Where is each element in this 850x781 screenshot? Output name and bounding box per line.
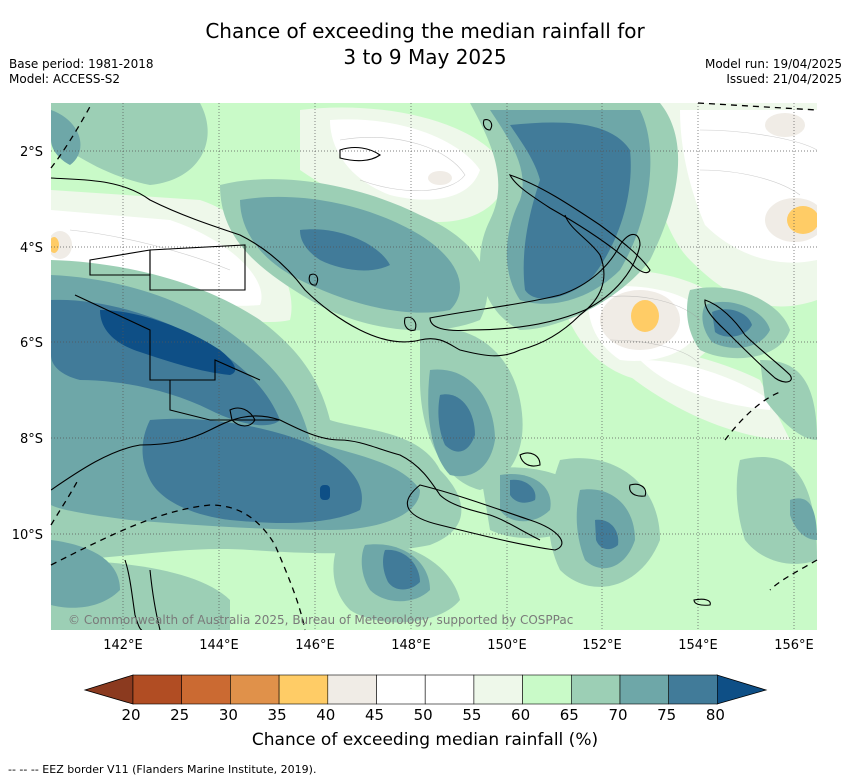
colorbar-segment — [473, 674, 523, 705]
lon-label: 144°E — [199, 638, 239, 653]
colorbar-tick-label: 45 — [365, 706, 384, 724]
lon-label: 150°E — [487, 638, 527, 653]
colorbar-under-arrow — [83, 674, 134, 705]
colorbar-segment — [522, 674, 572, 705]
colorbar-tick-label: 70 — [608, 706, 627, 724]
colorbar-over-arrow — [716, 674, 768, 705]
eez-footnote: -- -- -- EEZ border V11 (Flanders Marine… — [8, 763, 317, 776]
colorbar-tick-label: 75 — [657, 706, 676, 724]
colorbar-segment — [570, 674, 621, 705]
title-line-1: Chance of exceeding the median rainfall … — [205, 19, 645, 43]
eez-borders — [50, 102, 818, 631]
coastlines — [51, 119, 792, 630]
colorbar: 20 25 30 35 40 45 50 55 60 65 70 75 80 — [83, 674, 768, 724]
lat-label: 6°S — [20, 336, 43, 351]
colorbar-tick-label: 30 — [219, 706, 238, 724]
colorbar-tick-label: 80 — [706, 706, 725, 724]
colorbar-segment — [668, 674, 718, 705]
contour-lines — [69, 129, 817, 366]
meta-right: Model run: 19/04/2025 Issued: 21/04/2025 — [705, 57, 842, 87]
map-title: Chance of exceeding the median rainfall … — [0, 18, 850, 70]
lon-label: 146°E — [295, 638, 335, 653]
colorbar-segment — [132, 674, 183, 705]
colorbar-tick-label: 65 — [560, 706, 579, 724]
lat-label: 4°S — [20, 241, 43, 256]
colorbar-segment — [424, 674, 475, 705]
lon-label: 152°E — [582, 638, 622, 653]
lat-label: 2°S — [20, 145, 43, 160]
lon-label: 156°E — [774, 638, 814, 653]
lon-label: 148°E — [391, 638, 431, 653]
colorbar-segment — [181, 674, 231, 705]
colorbar-segment — [278, 674, 329, 705]
lon-label: 154°E — [678, 638, 718, 653]
lat-label: 8°S — [20, 432, 43, 447]
colorbar-tick-label: 50 — [414, 706, 433, 724]
colorbar-segment — [619, 674, 670, 705]
colorbar-tick-label: 35 — [268, 706, 287, 724]
colorbar-tick-label: 40 — [316, 706, 335, 724]
colorbar-tick-label: 55 — [462, 706, 481, 724]
colorbar-label: Chance of exceeding median rainfall (%) — [251, 730, 599, 750]
lat-label: 10°S — [12, 528, 43, 543]
latitude-labels: 2°S 4°S 6°S 8°S 10°S — [12, 145, 43, 543]
colorbar-segment — [376, 674, 426, 705]
colorbar-tick-label: 25 — [170, 706, 189, 724]
base-period: Base period: 1981-2018 — [9, 57, 154, 71]
longitude-labels: 142°E 144°E 146°E 148°E 150°E 152°E 154°… — [103, 638, 814, 653]
issued-date: Issued: 21/04/2025 — [726, 72, 842, 86]
colorbar-segment — [327, 674, 377, 705]
title-line-2: 3 to 9 May 2025 — [343, 45, 507, 69]
meta-left: Base period: 1981-2018 Model: ACCESS-S2 — [9, 57, 154, 87]
model-name: Model: ACCESS-S2 — [9, 72, 121, 86]
gridlines — [51, 103, 817, 630]
probability-field — [51, 103, 817, 630]
lon-label: 142°E — [103, 638, 143, 653]
colorbar-tick-label: 60 — [511, 706, 530, 724]
colorbar-tick-label: 20 — [121, 706, 140, 724]
model-run: Model run: 19/04/2025 — [704, 57, 842, 71]
copyright-notice: © Commonwealth of Australia 2025, Bureau… — [68, 613, 574, 627]
colorbar-segment — [230, 674, 280, 705]
